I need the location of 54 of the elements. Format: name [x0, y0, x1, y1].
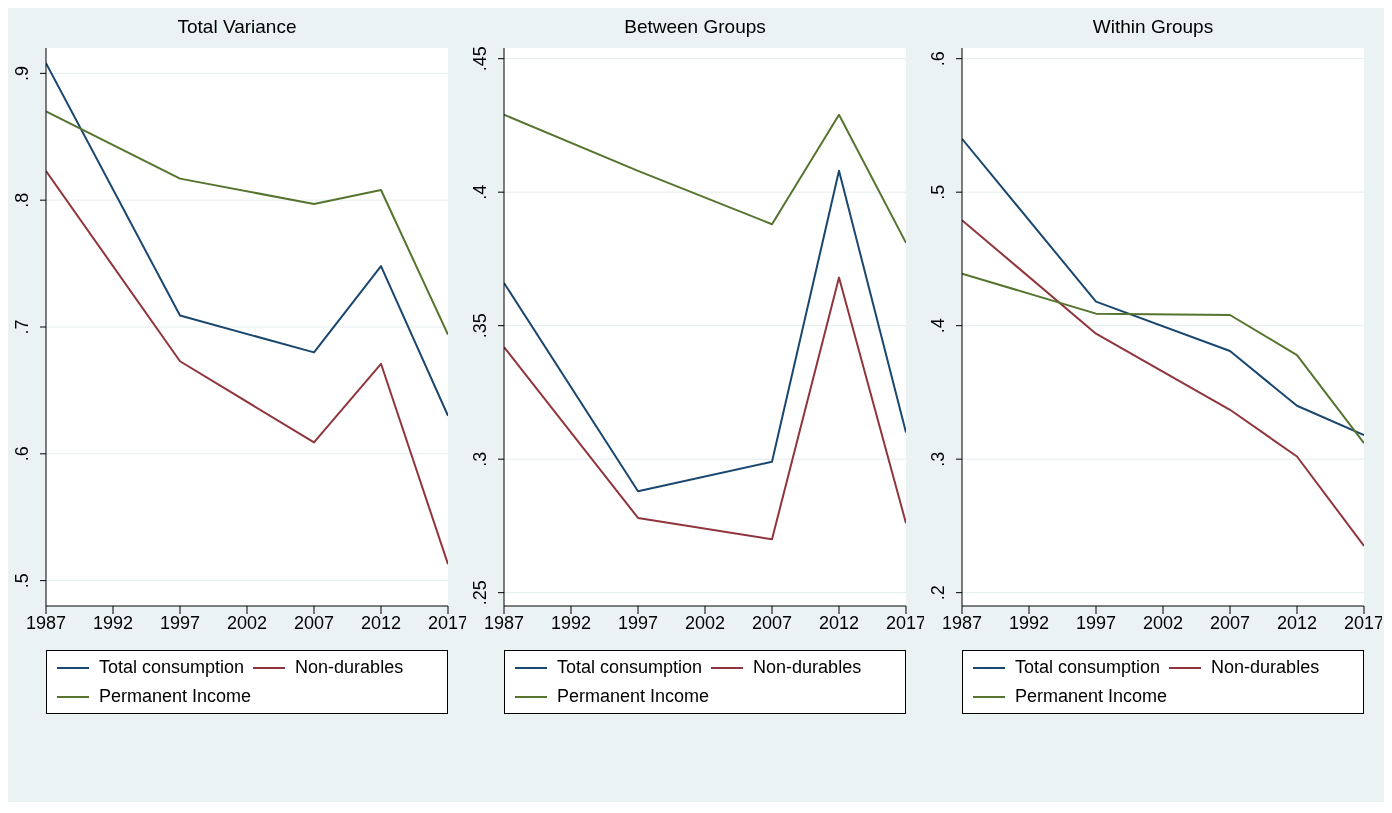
legend-label: Permanent Income — [557, 686, 710, 707]
x-tick-label: 2012 — [1276, 612, 1318, 633]
line-series — [504, 169, 906, 493]
x-tick-label: 1992 — [550, 612, 592, 633]
x-tick-label: 1987 — [483, 612, 525, 633]
line-series — [46, 110, 448, 336]
line-series — [962, 137, 1364, 437]
y-tick-label: .6 — [12, 446, 32, 462]
y-tick-label: .9 — [12, 65, 32, 81]
x-tick-label: 2002 — [1142, 612, 1184, 633]
legend-label: Total consumption — [1015, 657, 1161, 678]
y-tick-label: .25 — [470, 580, 490, 606]
legend-label: Permanent Income — [99, 686, 252, 707]
y-tick-label: .35 — [470, 313, 490, 339]
legend-label: Permanent Income — [1015, 686, 1168, 707]
legend-label: Total consumption — [99, 657, 245, 678]
legend-label: Total consumption — [557, 657, 703, 678]
x-tick-label: 1997 — [1075, 612, 1117, 633]
x-tick-label: 2007 — [293, 612, 335, 633]
chart-title: Within Groups — [1091, 15, 1215, 39]
x-tick-label: 1987 — [941, 612, 983, 633]
line-series — [504, 113, 906, 244]
chart-title: Total Variance — [176, 15, 298, 39]
x-tick-label: 2012 — [360, 612, 402, 633]
x-tick-label: 1997 — [617, 612, 659, 633]
y-tick-label: .2 — [928, 585, 948, 601]
x-tick-label: 1992 — [1008, 612, 1050, 633]
line-series — [962, 219, 1364, 547]
x-tick-label: 2002 — [684, 612, 726, 633]
x-tick-label: 1992 — [92, 612, 134, 633]
x-tick-label: 2002 — [226, 612, 268, 633]
y-tick-label: .5 — [928, 184, 948, 200]
legend-label: Non-durables — [753, 657, 862, 678]
y-tick-label: .45 — [470, 46, 490, 72]
y-tick-label: .7 — [12, 319, 32, 335]
legend-label: Non-durables — [295, 657, 404, 678]
y-tick-label: .4 — [928, 318, 948, 334]
line-series — [46, 62, 448, 417]
y-tick-label: .3 — [928, 451, 948, 467]
x-tick-label: 2007 — [751, 612, 793, 633]
y-tick-label: .8 — [12, 192, 32, 208]
line-series — [46, 170, 448, 566]
y-tick-label: .6 — [928, 51, 948, 67]
x-tick-label: 2012 — [818, 612, 860, 633]
y-tick-label: .5 — [12, 573, 32, 589]
x-tick-label: 2007 — [1209, 612, 1251, 633]
line-series — [504, 276, 906, 541]
y-tick-label: .3 — [470, 451, 490, 467]
chart-title: Between Groups — [623, 15, 767, 39]
x-tick-label: 1987 — [25, 612, 67, 633]
x-tick-label: 1997 — [159, 612, 201, 633]
line-series — [962, 272, 1364, 445]
y-tick-label: .4 — [470, 184, 490, 200]
legend-label: Non-durables — [1211, 657, 1320, 678]
